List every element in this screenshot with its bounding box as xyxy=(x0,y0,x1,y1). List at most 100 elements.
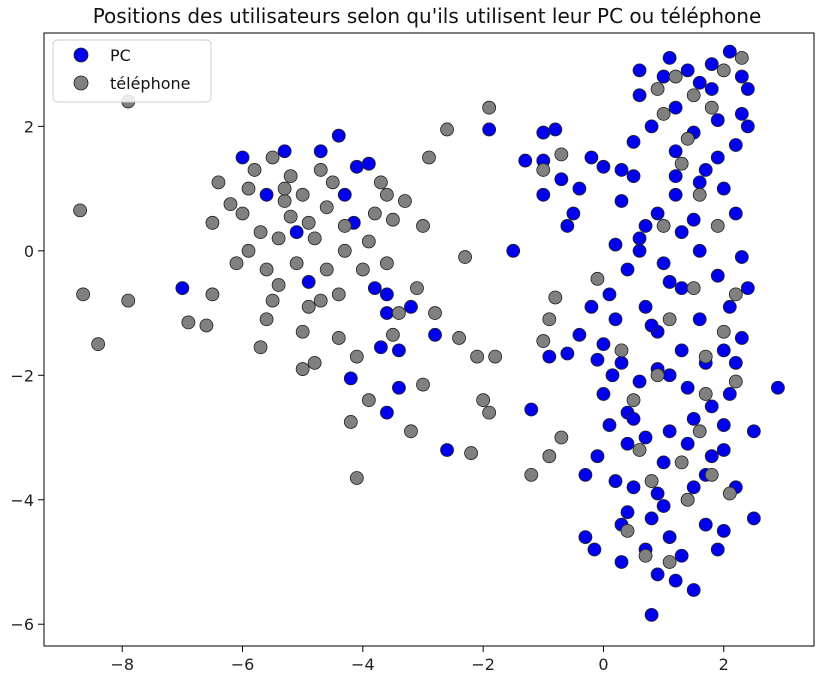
data-point xyxy=(596,387,611,401)
data-point xyxy=(482,405,497,420)
data-point xyxy=(710,268,725,283)
data-point xyxy=(175,281,190,296)
data-point xyxy=(373,175,388,190)
data-point xyxy=(716,181,731,196)
x-tick-label: 2 xyxy=(719,655,729,674)
data-point xyxy=(710,542,725,557)
data-point xyxy=(536,163,551,177)
data-point xyxy=(428,327,442,342)
data-point xyxy=(91,337,106,352)
data-point xyxy=(181,315,196,330)
data-point xyxy=(223,197,238,212)
data-point xyxy=(656,455,671,470)
data-point xyxy=(235,150,250,165)
data-point xyxy=(722,299,737,314)
data-point xyxy=(680,436,695,451)
data-point xyxy=(301,275,316,289)
data-point xyxy=(740,82,755,96)
data-point xyxy=(566,206,581,221)
legend: PC téléphone xyxy=(52,39,212,103)
data-point xyxy=(331,128,346,143)
data-point xyxy=(662,275,677,289)
data-point xyxy=(253,340,268,355)
data-point xyxy=(692,187,707,202)
data-point xyxy=(578,530,593,544)
data-point xyxy=(674,455,689,470)
data-point xyxy=(253,225,268,240)
data-point xyxy=(740,281,755,296)
data-point xyxy=(686,212,701,227)
data-point xyxy=(289,225,304,240)
data-point xyxy=(277,144,292,159)
y-tick-label: −2 xyxy=(10,366,34,385)
data-point xyxy=(235,206,250,221)
data-point xyxy=(587,542,602,557)
data-point xyxy=(572,181,587,196)
data-point xyxy=(404,424,418,439)
data-point xyxy=(692,312,707,327)
x-tick-label: −6 xyxy=(231,655,255,674)
data-point xyxy=(392,380,406,395)
data-point xyxy=(470,349,485,364)
legend-box xyxy=(52,39,212,103)
data-point xyxy=(771,380,785,395)
data-point xyxy=(644,607,659,622)
data-point xyxy=(379,187,394,202)
data-point xyxy=(337,187,352,202)
data-point xyxy=(283,209,298,224)
data-point xyxy=(722,486,737,501)
data-point xyxy=(542,449,557,464)
data-point xyxy=(656,256,671,271)
data-point xyxy=(73,203,87,218)
data-point xyxy=(259,262,274,277)
data-point xyxy=(686,88,701,103)
data-point xyxy=(373,340,388,355)
data-point xyxy=(698,387,713,401)
data-point xyxy=(367,206,382,221)
data-point xyxy=(644,318,659,333)
data-point xyxy=(614,355,629,370)
x-axis: −8 −6 −4 −2 0 2 xyxy=(110,646,729,674)
data-point xyxy=(295,362,310,376)
data-point xyxy=(590,271,605,286)
data-point xyxy=(668,144,683,159)
data-point xyxy=(416,219,430,233)
data-point xyxy=(247,163,262,177)
data-point xyxy=(614,163,629,177)
data-point xyxy=(205,287,220,302)
data-point xyxy=(644,474,659,488)
data-point xyxy=(605,368,620,383)
data-point xyxy=(259,312,274,327)
data-point xyxy=(596,159,611,174)
data-point xyxy=(379,256,394,271)
data-point xyxy=(632,88,647,103)
data-point xyxy=(680,380,695,395)
data-point xyxy=(620,262,635,277)
data-point xyxy=(698,517,713,532)
data-point xyxy=(662,50,677,65)
data-point xyxy=(464,446,479,460)
data-point xyxy=(313,144,328,159)
data-point xyxy=(746,511,761,526)
series-pc xyxy=(175,44,785,622)
data-point xyxy=(488,349,503,364)
data-point xyxy=(734,331,749,345)
data-point xyxy=(313,163,328,177)
data-point xyxy=(416,377,430,392)
data-point xyxy=(584,299,599,314)
data-point xyxy=(361,156,376,171)
data-point xyxy=(746,424,761,439)
data-point xyxy=(602,418,617,432)
y-tick-label: 0 xyxy=(24,242,34,261)
data-point xyxy=(560,346,575,361)
data-point xyxy=(722,44,737,59)
data-point xyxy=(554,147,569,162)
data-point xyxy=(440,122,454,137)
data-point xyxy=(710,150,725,165)
data-point xyxy=(398,194,412,208)
data-point xyxy=(680,492,695,507)
data-point xyxy=(674,225,689,240)
data-point xyxy=(271,278,286,292)
data-point xyxy=(554,430,569,445)
data-point xyxy=(674,548,689,563)
